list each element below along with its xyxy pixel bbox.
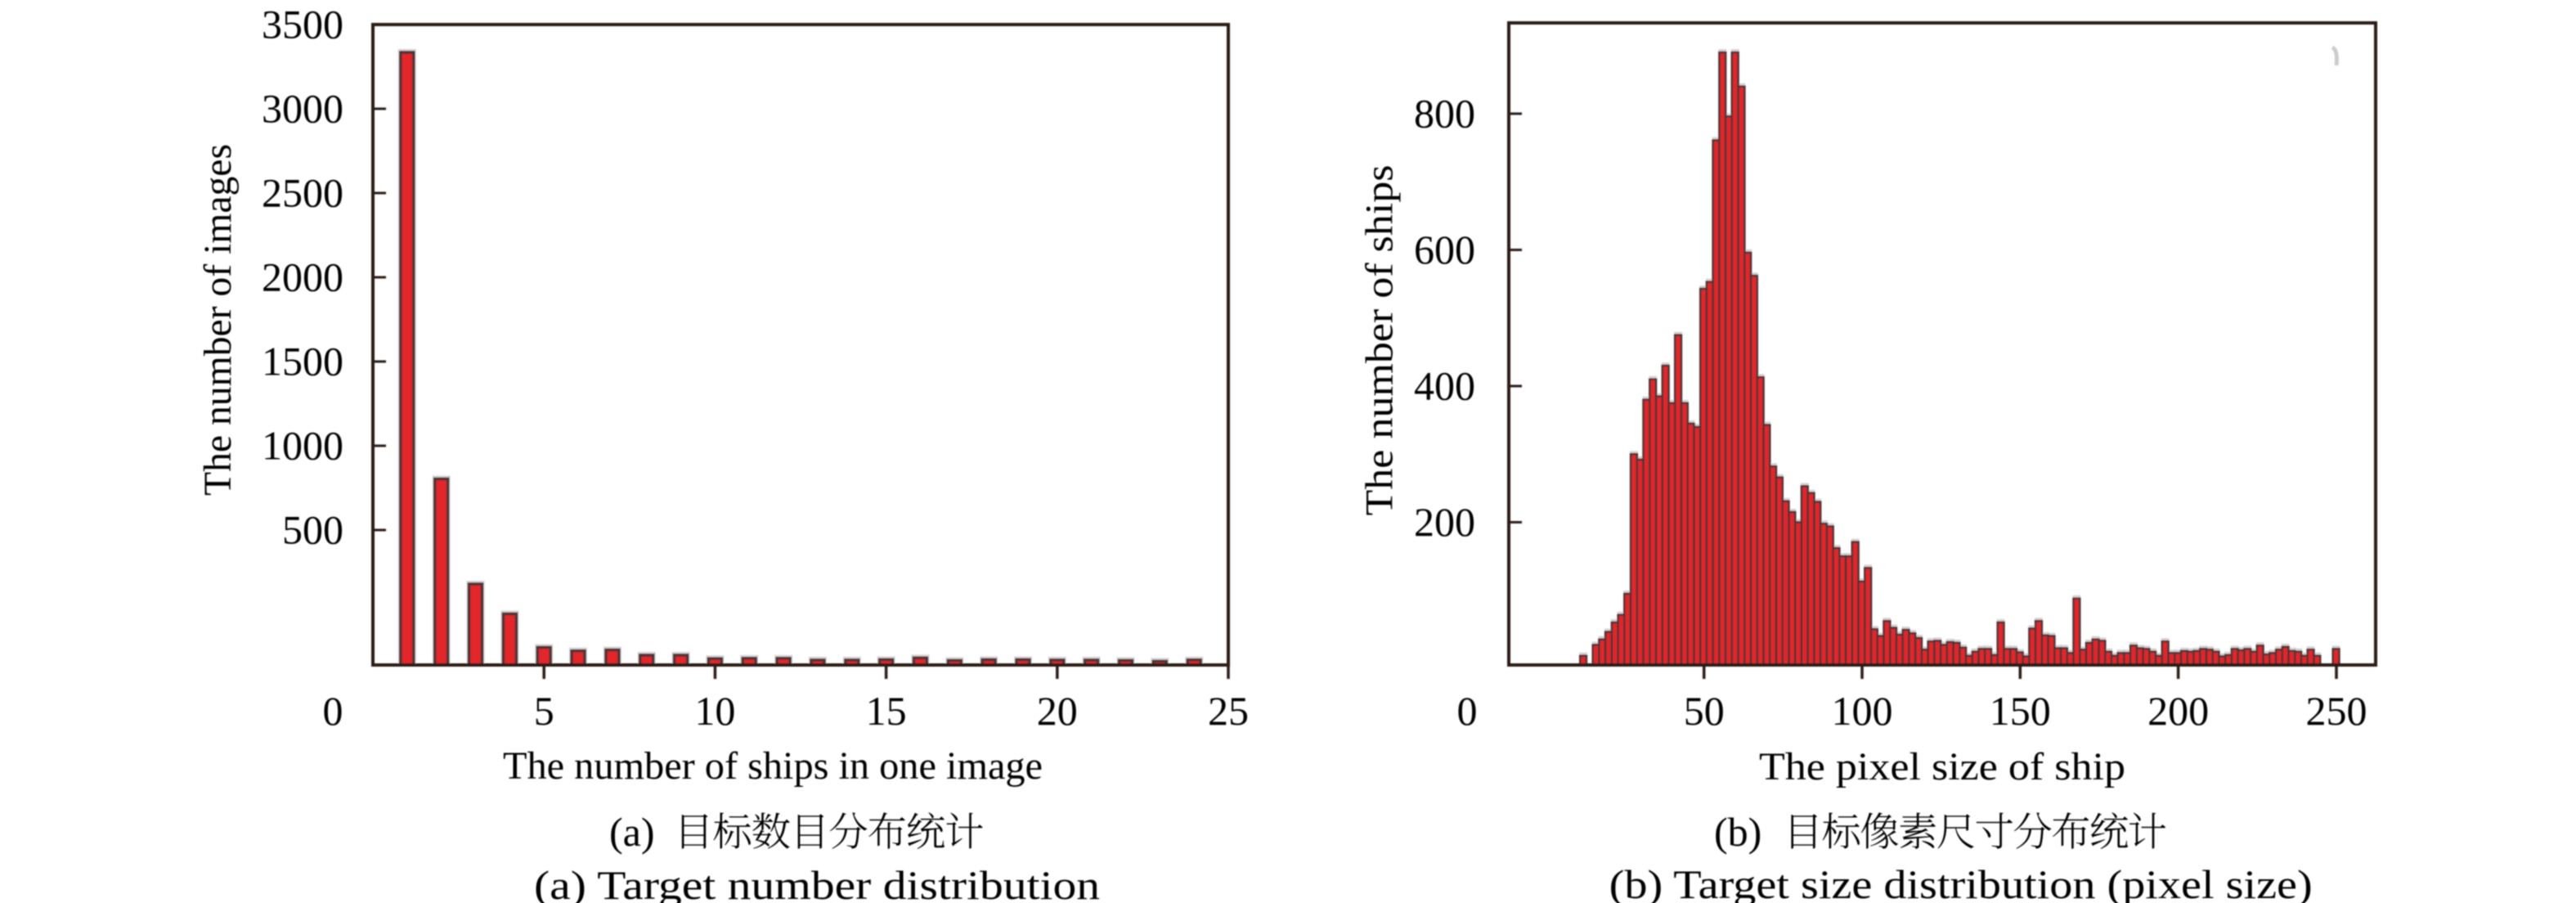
svg-text:600: 600: [1414, 227, 1475, 272]
svg-text:200: 200: [1414, 499, 1475, 545]
svg-text:1000: 1000: [262, 423, 343, 469]
svg-text:(b) Target size distribution (: (b) Target size distribution (pixel size…: [1609, 861, 2313, 903]
svg-text:3000: 3000: [262, 86, 343, 132]
svg-text:2500: 2500: [262, 170, 343, 216]
svg-text:0: 0: [1457, 688, 1478, 734]
svg-text:10: 10: [694, 688, 735, 734]
svg-text:2000: 2000: [262, 254, 343, 300]
svg-text:1500: 1500: [262, 339, 343, 384]
svg-text:The pixel size of ship: The pixel size of ship: [1759, 745, 2125, 788]
svg-text:The number of ships in one ima: The number of ships in one image: [503, 744, 1043, 788]
svg-text:15: 15: [866, 688, 907, 734]
svg-text:The number of ships: The number of ships: [1358, 165, 1402, 516]
svg-text:500: 500: [282, 507, 343, 553]
svg-text:The number of images: The number of images: [196, 144, 240, 496]
svg-text:800: 800: [1414, 91, 1475, 137]
svg-text:200: 200: [2147, 688, 2209, 734]
svg-text:50: 50: [1684, 688, 1725, 734]
svg-text:5: 5: [534, 688, 554, 734]
svg-text:20: 20: [1037, 688, 1078, 734]
svg-text:250: 250: [2306, 688, 2367, 734]
svg-text:(a): (a): [609, 809, 655, 855]
svg-text:100: 100: [1832, 688, 1893, 734]
svg-text:3500: 3500: [262, 2, 343, 47]
svg-text:150: 150: [1990, 688, 2051, 734]
svg-text:(a) Target number distribution: (a) Target number distribution: [534, 862, 1100, 903]
svg-text:25: 25: [1208, 688, 1249, 734]
svg-text:0: 0: [323, 688, 343, 734]
svg-text:(b): (b): [1714, 809, 1761, 855]
svg-text:400: 400: [1414, 363, 1475, 409]
